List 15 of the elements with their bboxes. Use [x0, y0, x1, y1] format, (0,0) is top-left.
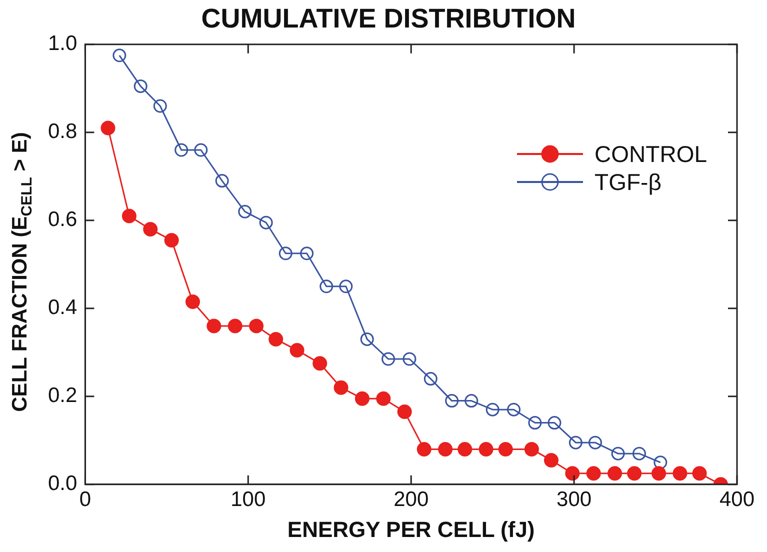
- x-tick-label: 200: [394, 488, 429, 511]
- y-tick-label: 0.8: [48, 120, 78, 144]
- x-tick-label: 100: [230, 488, 266, 511]
- y-tick-label: 1.0: [48, 32, 78, 56]
- x-tick-label: 300: [556, 488, 592, 511]
- y-tick-label: 0.0: [48, 472, 78, 496]
- x-tick-label: 400: [719, 488, 755, 511]
- x-tick-label: 0: [79, 488, 92, 511]
- x-axis-title: ENERGY PER CELL (fJ): [287, 516, 535, 542]
- y-tick-label: 0.4: [48, 296, 78, 320]
- chart-title: CUMULATIVE DISTRIBUTION: [201, 4, 576, 34]
- y-tick-label: 0.2: [48, 384, 78, 408]
- y-tick-label: 0.6: [48, 208, 78, 232]
- legend-label: TGF-β: [594, 168, 662, 196]
- legend-label: CONTROL: [594, 140, 707, 168]
